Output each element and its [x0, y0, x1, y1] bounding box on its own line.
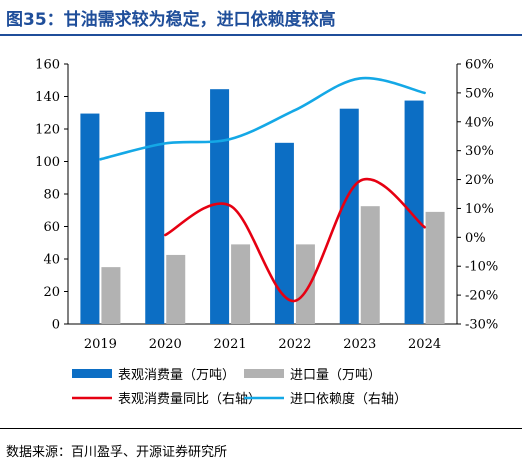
bar-consumption [404, 100, 424, 324]
left-tick-label: 80 [43, 188, 60, 203]
left-tick-label: 20 [43, 285, 60, 300]
legend-swatch-consumption [72, 369, 112, 378]
bar-consumption [145, 111, 165, 324]
lines [99, 76, 426, 303]
bars [80, 89, 445, 324]
x-tick-label: 2023 [343, 337, 376, 352]
legend-swatch-imports [244, 369, 284, 378]
right-tick-label: -30% [465, 318, 498, 333]
axes [64, 63, 461, 325]
bar-imports [295, 244, 315, 324]
legend-label: 进口依赖度（右轴） [290, 391, 407, 407]
bar-imports [231, 244, 251, 324]
line-consumption-yoy [164, 177, 426, 303]
line-import-dependence [99, 76, 426, 161]
left-tick-label: 60 [43, 220, 60, 235]
chart: 0 20 40 60 80 100 120 140 160 -30% -20% -10% 0% 10% 20… [35, 58, 498, 408]
legend-label: 表观消费量（万吨） [118, 368, 235, 383]
source-note: 数据来源：百川盈孚、开源证券研究所 [6, 445, 228, 460]
right-tick-label: 60% [465, 58, 494, 73]
left-tick-label: 40 [43, 253, 60, 268]
right-tick-label: -10% [465, 260, 498, 275]
left-tick-label: 100 [35, 155, 60, 170]
tick-labels: 0 20 40 60 80 100 120 140 160 -30% -20% -10% 0% 10% 20… [35, 58, 498, 353]
bar-consumption [210, 89, 230, 324]
right-tick-label: 0% [465, 231, 486, 246]
legend: 表观消费量（万吨） 进口量（万吨） 表观消费量同比（右轴） 进口依赖度（右轴） [72, 368, 407, 407]
left-tick-label: 160 [35, 58, 60, 73]
legend-label: 表观消费量同比（右轴） [118, 392, 261, 407]
bar-consumption [80, 113, 100, 324]
bar-imports [101, 267, 121, 324]
x-tick-label: 2019 [84, 337, 117, 352]
right-tick-label: 20% [465, 173, 494, 188]
x-tick-label: 2024 [408, 337, 441, 352]
bar-imports [425, 211, 445, 324]
source-bar: 数据来源：百川盈孚、开源证券研究所 [0, 428, 522, 468]
x-tick-label: 2020 [149, 337, 182, 352]
left-tick-label: 140 [35, 90, 60, 105]
figure-title: 图35：甘油需求较为稳定，进口依赖度较高 [6, 10, 336, 30]
bar-imports [166, 254, 186, 324]
bar-consumption [339, 108, 359, 324]
right-tick-label: 40% [465, 115, 494, 130]
title-bar: 图35：甘油需求较为稳定，进口依赖度较高 [0, 0, 522, 36]
bar-imports [360, 206, 380, 324]
left-tick-label: 120 [35, 123, 60, 138]
right-tick-label: -20% [465, 289, 498, 304]
right-tick-label: 50% [465, 86, 494, 101]
right-tick-label: 30% [465, 144, 494, 159]
x-tick-label: 2022 [278, 337, 311, 352]
right-tick-label: 10% [465, 202, 494, 217]
x-tick-label: 2021 [214, 337, 247, 352]
left-tick-label: 0 [52, 318, 60, 333]
legend-label: 进口量（万吨） [290, 368, 381, 383]
bar-consumption [274, 142, 294, 324]
